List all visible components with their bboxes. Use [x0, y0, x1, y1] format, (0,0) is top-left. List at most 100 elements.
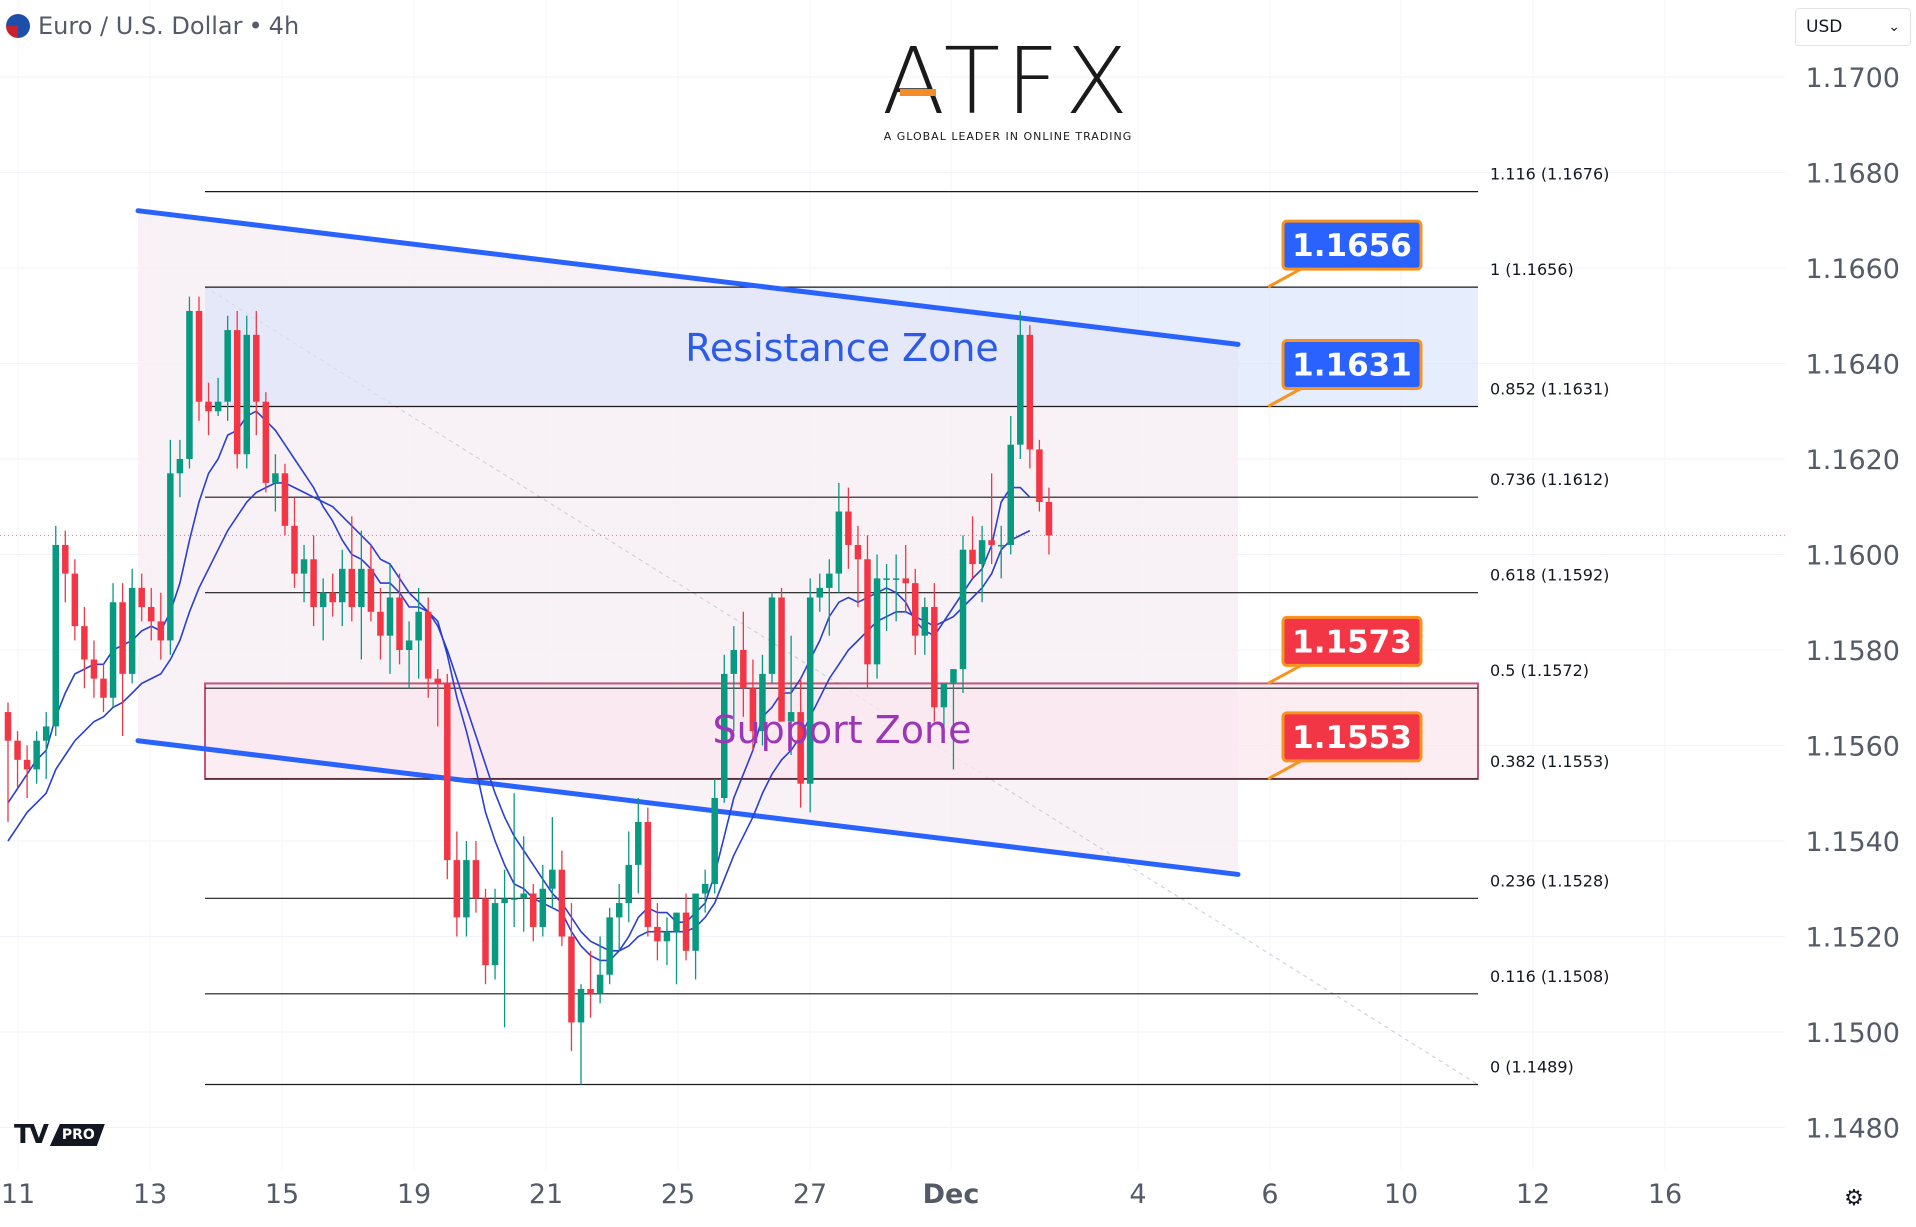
price-axis[interactable]: 1.1480 1.1500 1.1520 1.1540 1.1560 1.1580 1.16… — [1806, 63, 1900, 1145]
y-tick-label: 1.1640 — [1806, 350, 1900, 381]
callout-pointer — [1267, 664, 1302, 685]
candle — [33, 731, 40, 784]
candle — [663, 917, 671, 966]
candle — [577, 984, 585, 1085]
candle-body — [1036, 449, 1043, 502]
candle — [23, 745, 31, 799]
candle-body — [615, 903, 623, 918]
candle-body — [14, 740, 21, 760]
candle — [873, 554, 881, 679]
x-tick-label: 13 — [133, 1179, 167, 1210]
x-tick-label: 15 — [265, 1179, 299, 1210]
callout-value: 1.1553 — [1292, 720, 1412, 756]
fib-level-label: 0.382 (1.1553) — [1490, 752, 1609, 771]
x-tick-label: 21 — [529, 1179, 563, 1210]
y-tick-label: 1.1480 — [1806, 1114, 1900, 1145]
fib-level-label: 0.5 (1.1572) — [1490, 661, 1589, 680]
y-tick-label: 1.1700 — [1806, 63, 1900, 94]
candle-body — [940, 683, 948, 708]
candle-body — [558, 869, 566, 937]
candle-body — [663, 931, 671, 942]
candle — [42, 712, 50, 779]
candle — [797, 678, 804, 808]
gear-icon[interactable]: ⚙ — [1844, 1185, 1864, 1210]
candle-body — [978, 540, 986, 565]
candle — [233, 310, 241, 469]
candle — [625, 831, 632, 923]
candle — [854, 525, 862, 608]
candle-body — [950, 669, 957, 684]
x-tick-label: 11 — [1, 1179, 35, 1210]
candle-body — [358, 568, 365, 608]
candle — [787, 635, 795, 756]
candle-body — [262, 401, 270, 483]
tradingview-pro-badge: TV PRO — [14, 1120, 105, 1150]
candle — [501, 869, 508, 1028]
candle — [472, 841, 480, 913]
candle — [214, 377, 222, 417]
candle-body — [367, 568, 375, 612]
candle-body — [730, 650, 738, 674]
fibonacci-levels: 1.116 (1.1676) 1 (1.1656) 0.852 (1.1631) 0.… — [205, 165, 1609, 1086]
candle-body — [195, 310, 203, 402]
candle-body — [148, 607, 155, 622]
candle — [845, 487, 852, 569]
fib-level-label: 1 (1.1656) — [1490, 260, 1574, 279]
candle-body — [424, 611, 432, 679]
candle — [711, 778, 718, 894]
candle — [243, 315, 250, 469]
candle — [138, 573, 145, 622]
candle-body — [673, 912, 680, 932]
candle — [778, 587, 785, 722]
symbol-header[interactable]: Euro / U.S. Dollar • 4h — [6, 10, 299, 42]
candle — [864, 535, 871, 689]
candle — [62, 530, 69, 603]
candle — [673, 912, 680, 985]
candle-body — [52, 544, 59, 727]
candle — [300, 544, 308, 603]
candle — [969, 516, 976, 579]
candle-body — [806, 597, 814, 784]
candle-body — [568, 936, 575, 1023]
candle-body — [510, 898, 518, 900]
candle-body — [654, 926, 661, 942]
tv-logo-mark: TV — [14, 1120, 49, 1150]
x-tick-label: 27 — [793, 1179, 827, 1210]
fib-level-label: 0.236 (1.1528) — [1490, 871, 1609, 890]
candle-body — [453, 860, 461, 918]
candle — [730, 626, 738, 732]
y-tick-label: 1.1540 — [1806, 827, 1900, 858]
candle — [329, 573, 336, 617]
candle — [205, 382, 212, 436]
candle — [1017, 310, 1024, 459]
trendlines[interactable] — [0, 208, 1785, 877]
candle — [596, 936, 604, 1004]
candle-body — [721, 673, 728, 799]
candle — [148, 587, 155, 641]
price-callout: 1.1573 — [1267, 615, 1423, 685]
price-callout: 1.1631 — [1267, 338, 1423, 408]
candle-body — [405, 640, 413, 650]
candle-body — [826, 573, 833, 588]
candle — [157, 592, 165, 660]
candle-body — [873, 578, 881, 665]
chevron-down-icon: ⌄ — [1888, 19, 1900, 35]
fib-level-label: 0.116 (1.1508) — [1490, 967, 1609, 986]
candle — [749, 659, 757, 751]
atfx-logo: ATFX A GLOBAL LEADER IN ONLINE TRADING — [878, 36, 1138, 146]
candle-body — [902, 578, 909, 584]
candle — [405, 621, 413, 689]
candle — [558, 850, 566, 947]
candle-body — [329, 592, 336, 603]
x-tick-label: 4 — [1129, 1179, 1146, 1210]
candle-body — [530, 893, 537, 927]
logo-tagline: A GLOBAL LEADER IN ONLINE TRADING — [883, 130, 1133, 143]
candle-body — [501, 898, 508, 904]
time-axis[interactable]: 11 13 15 19 21 25 27 Dec 4 6 10 12 16 — [1, 1179, 1682, 1210]
candle-body — [692, 893, 699, 951]
currency-select[interactable]: USD ⌄ — [1795, 8, 1911, 46]
candle-body — [157, 621, 165, 641]
candles — [4, 296, 1053, 1085]
candle-body — [740, 650, 747, 689]
